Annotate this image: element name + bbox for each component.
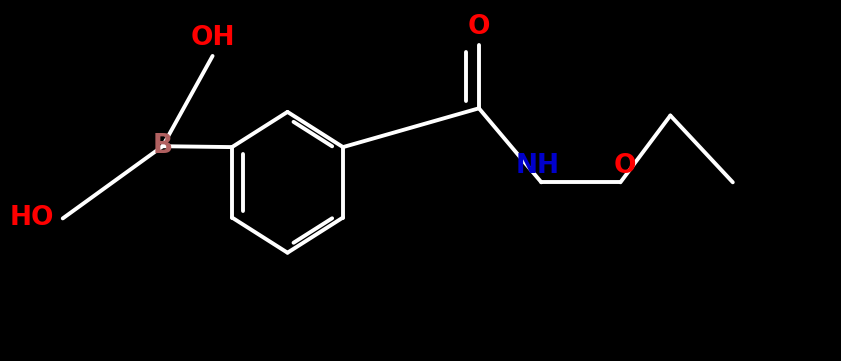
Text: NH: NH — [516, 153, 559, 179]
Text: OH: OH — [190, 25, 235, 51]
Text: O: O — [613, 153, 636, 179]
Text: HO: HO — [10, 205, 55, 231]
Text: B: B — [152, 133, 172, 159]
Text: O: O — [468, 14, 490, 40]
